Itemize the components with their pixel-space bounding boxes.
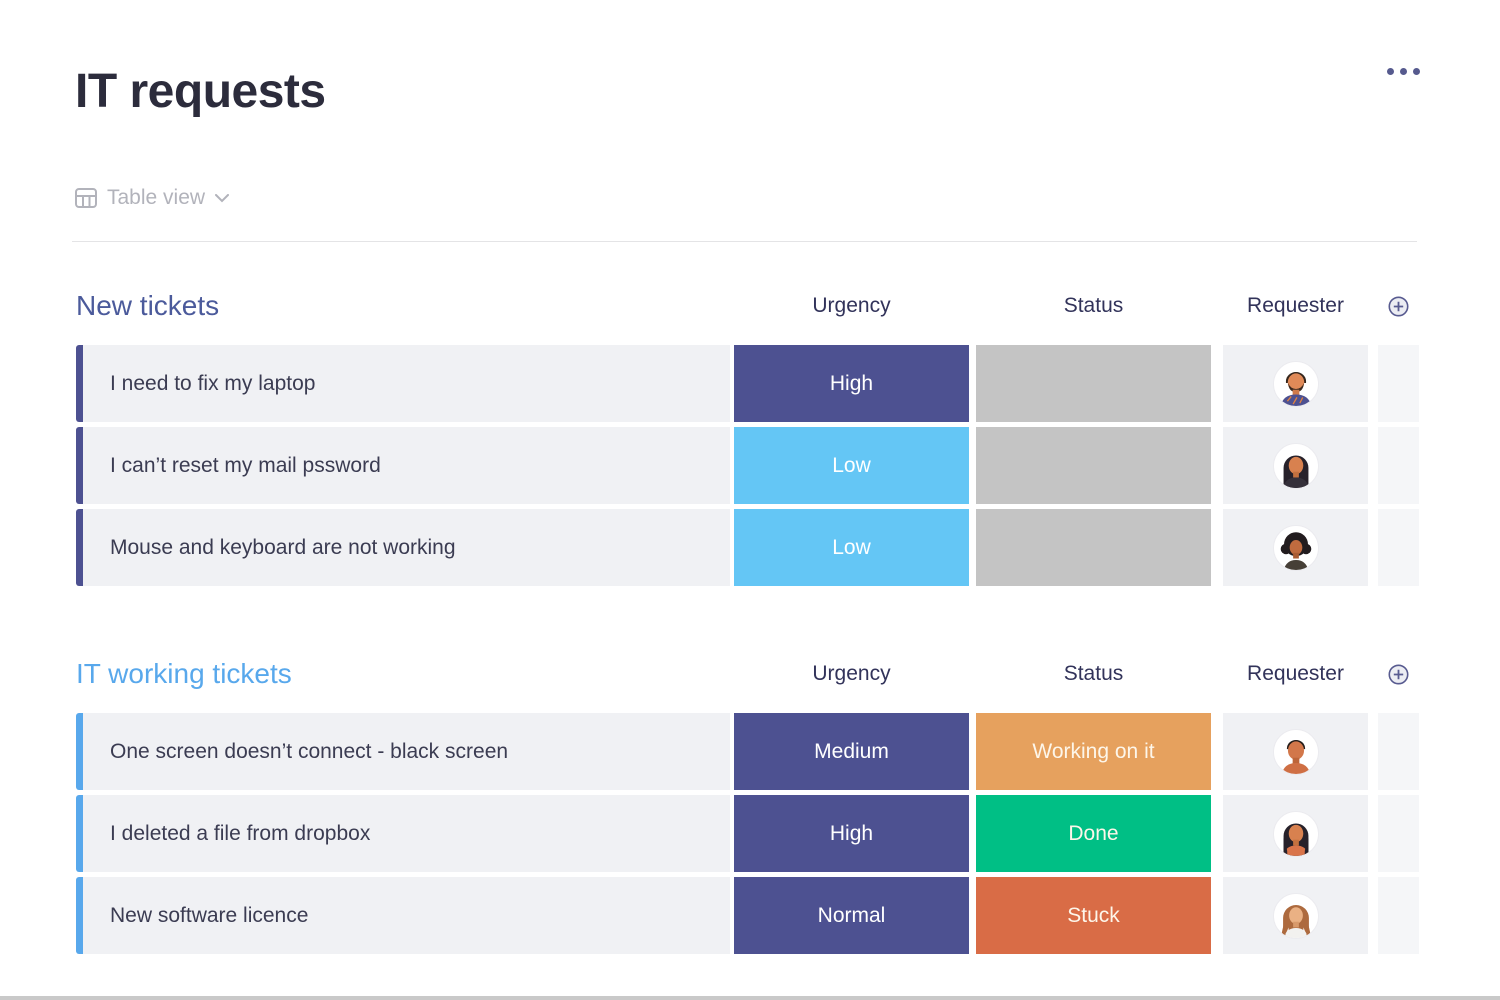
requester-cell[interactable] xyxy=(1223,345,1368,422)
add-column-cell xyxy=(1378,664,1419,685)
table-row: I can’t reset my mail pssword Low xyxy=(76,427,1419,504)
dot xyxy=(1387,68,1394,75)
status-cell[interactable] xyxy=(976,345,1211,422)
item-name-cell[interactable]: Mouse and keyboard are not working xyxy=(83,509,730,586)
item-name-cell[interactable]: I can’t reset my mail pssword xyxy=(83,427,730,504)
column-header-requester[interactable]: Requester xyxy=(1247,662,1344,685)
table-row: I need to fix my laptop High xyxy=(76,345,1419,422)
table-row: One screen doesn’t connect - black scree… xyxy=(76,713,1419,790)
urgency-cell[interactable]: Medium xyxy=(734,713,969,790)
add-column-cell xyxy=(1378,296,1419,317)
plus-circle-icon[interactable] xyxy=(1388,664,1409,685)
man-short-dark-hair-avatar xyxy=(1272,728,1319,775)
urgency-cell[interactable]: High xyxy=(734,345,969,422)
item-name-cell[interactable]: One screen doesn’t connect - black scree… xyxy=(83,713,730,790)
column-header-urgency[interactable]: Urgency xyxy=(812,294,891,317)
table-icon xyxy=(75,188,97,208)
woman-long-dark-hair-avatar xyxy=(1272,442,1319,489)
group-title[interactable]: IT working tickets xyxy=(76,658,292,689)
table-row: New software licence Normal Stuck xyxy=(76,877,1419,954)
bottom-edge-divider xyxy=(0,996,1500,1000)
group-title-area: IT working tickets xyxy=(76,658,730,690)
status-cell[interactable] xyxy=(976,509,1211,586)
column-header-urgency[interactable]: Urgency xyxy=(812,662,891,685)
urgency-cell[interactable]: Low xyxy=(734,509,969,586)
group-it-working-tickets: IT working tickets Urgency Status Reques… xyxy=(76,652,1419,954)
group-color-stripe xyxy=(76,427,83,504)
header-divider xyxy=(72,241,1417,242)
board-title: IT requests xyxy=(75,65,326,118)
empty-cell xyxy=(1378,345,1419,422)
group-header: IT working tickets Urgency Status Reques… xyxy=(76,652,1419,696)
requester-cell[interactable] xyxy=(1223,877,1368,954)
view-switcher[interactable]: Table view xyxy=(75,186,230,210)
urgency-cell[interactable]: Low xyxy=(734,427,969,504)
group-color-stripe xyxy=(76,795,83,872)
item-name-cell[interactable]: I need to fix my laptop xyxy=(83,345,730,422)
column-header-status[interactable]: Status xyxy=(1063,662,1124,685)
woman-afro-hair-avatar xyxy=(1272,524,1319,571)
item-name-cell[interactable]: New software licence xyxy=(83,877,730,954)
table-row: I deleted a file from dropbox High Done xyxy=(76,795,1419,872)
empty-cell xyxy=(1378,427,1419,504)
empty-cell xyxy=(1378,877,1419,954)
group-color-stripe xyxy=(76,713,83,790)
group-header: New tickets Urgency Status Requester xyxy=(76,284,1419,328)
status-cell[interactable]: Done xyxy=(976,795,1211,872)
column-header-requester[interactable]: Requester xyxy=(1247,294,1344,317)
empty-cell xyxy=(1378,509,1419,586)
status-cell[interactable] xyxy=(976,427,1211,504)
requester-cell[interactable] xyxy=(1223,713,1368,790)
empty-cell xyxy=(1378,713,1419,790)
woman-auburn-hair-avatar xyxy=(1272,892,1319,939)
ellipsis-icon[interactable] xyxy=(1387,68,1420,75)
table-row: Mouse and keyboard are not working Low xyxy=(76,509,1419,586)
group-color-stripe xyxy=(76,877,83,954)
view-label: Table view xyxy=(107,186,206,209)
group-title[interactable]: New tickets xyxy=(76,290,220,321)
status-cell[interactable]: Working on it xyxy=(976,713,1211,790)
group-color-stripe xyxy=(76,509,83,586)
group-color-stripe xyxy=(76,345,83,422)
requester-cell[interactable] xyxy=(1223,509,1368,586)
board-table: New tickets Urgency Status Requester I n… xyxy=(76,284,1419,959)
requester-cell[interactable] xyxy=(1223,795,1368,872)
column-header-status[interactable]: Status xyxy=(1063,294,1124,317)
man-dark-hair-beard-avatar xyxy=(1272,360,1319,407)
chevron-down-icon xyxy=(215,193,230,202)
item-name-cell[interactable]: I deleted a file from dropbox xyxy=(83,795,730,872)
dot xyxy=(1413,68,1420,75)
plus-circle-icon[interactable] xyxy=(1388,296,1409,317)
woman-long-dark-hair-avatar xyxy=(1272,810,1319,857)
empty-cell xyxy=(1378,795,1419,872)
group-title-area: New tickets xyxy=(76,290,730,322)
urgency-cell[interactable]: Normal xyxy=(734,877,969,954)
requester-cell[interactable] xyxy=(1223,427,1368,504)
urgency-cell[interactable]: High xyxy=(734,795,969,872)
group-new-tickets: New tickets Urgency Status Requester I n… xyxy=(76,284,1419,586)
status-cell[interactable]: Stuck xyxy=(976,877,1211,954)
dot xyxy=(1400,68,1407,75)
